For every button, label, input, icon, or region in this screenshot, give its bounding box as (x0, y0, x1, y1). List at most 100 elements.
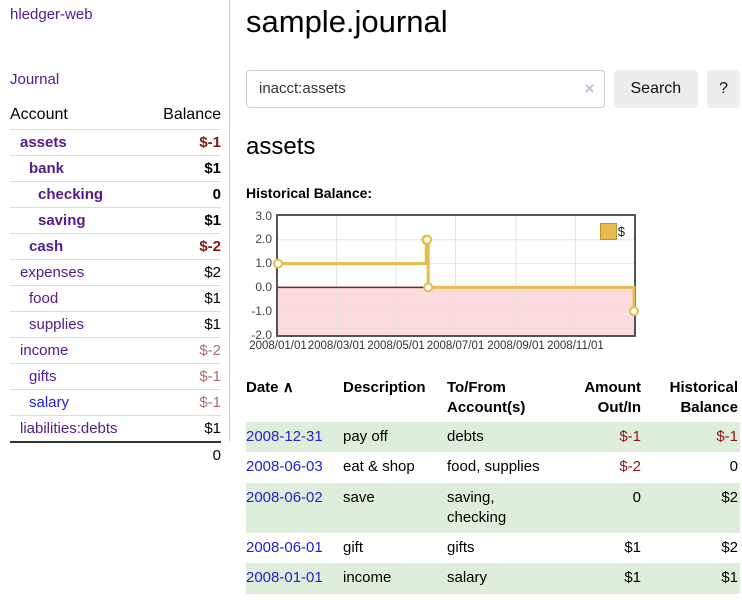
sidebar-item-journal[interactable]: Journal (10, 71, 60, 88)
account-link[interactable]: food (29, 290, 59, 307)
sidebar: hledger-web Journal Account Balance asse… (0, 0, 230, 468)
accounts-table: Account Balance assets $-1 bank $1 checking 0… (10, 103, 221, 468)
total-spacer (10, 441, 148, 468)
app-title-link[interactable]: hledger-web (10, 6, 93, 23)
account-row: bank $1 (10, 155, 221, 182)
transaction-description: eat & shop (343, 458, 415, 476)
account-row: food $1 (10, 285, 221, 312)
x-tick-label: 2008/01/01 (249, 339, 307, 352)
search-input[interactable] (246, 69, 605, 108)
register-row: 2008-06-03 eat & shop food, supplies $-2 0 (246, 452, 740, 482)
search-form: × Search ? (246, 69, 740, 108)
account-link[interactable]: salary (29, 394, 70, 411)
page-title: sample.journal (246, 4, 448, 39)
account-row: liabilities:debts $1 (10, 415, 221, 442)
account-balance: $1 (147, 207, 221, 234)
transaction-description: income (343, 569, 392, 587)
account-link[interactable]: bank (29, 160, 65, 177)
transaction-date-link[interactable]: 2008-06-03 (246, 458, 323, 476)
accounts-total-row: 0 (10, 441, 221, 468)
transaction-balance: $2 (721, 539, 738, 557)
account-link[interactable]: assets (20, 134, 67, 151)
legend-label: $ (617, 223, 625, 239)
transaction-balance: $2 (721, 488, 738, 506)
account-row: saving $1 (10, 207, 221, 234)
register-row: 2008-06-02 save saving, checking 0 $2 (246, 482, 740, 534)
account-balance: 0 (147, 181, 221, 208)
account-balance: $1 (147, 311, 221, 338)
x-tick-label: 2008/03/01 (307, 339, 366, 352)
transaction-accounts: debts (447, 428, 484, 446)
transaction-description: gift (343, 539, 364, 557)
transaction-amount: $1 (624, 569, 641, 587)
transaction-date-link[interactable]: 2008-01-01 (246, 569, 323, 587)
account-row: gifts $-1 (10, 363, 221, 390)
transaction-balance: $1 (721, 569, 738, 587)
transaction-date-link[interactable]: 2008-06-01 (246, 539, 323, 557)
y-tick-label: 2.0 (255, 232, 272, 247)
account-balance: $1 (147, 285, 221, 312)
x-tick-label: 2008/11/01 (547, 339, 604, 352)
account-row: expenses $2 (10, 259, 221, 286)
balance-chart: 3.0 2.0 1.0 0.0 -1.0 -2.0 $ 2008/01/01 2008/03… (246, 209, 646, 357)
transaction-accounts: saving, checking (447, 488, 507, 526)
sort-asc-icon: ∧ (282, 378, 294, 396)
account-balance: $-2 (147, 233, 221, 260)
account-link[interactable]: checking (38, 186, 104, 203)
account-row: salary $-1 (10, 389, 221, 416)
transaction-amount: $-1 (619, 428, 641, 446)
account-row: cash $-2 (10, 233, 221, 260)
account-balance: $2 (147, 259, 221, 286)
y-tick-label: -1.0 (251, 303, 272, 318)
transaction-accounts: salary (447, 569, 488, 587)
total-balance: 0 (147, 441, 221, 468)
balance-column-header: Balance (163, 106, 221, 123)
balance-column-header: Historical Balance (669, 378, 738, 416)
search-button[interactable]: Search (613, 69, 699, 108)
transaction-description: pay off (343, 428, 388, 446)
register-row: 2008-06-01 gift gifts $1 $2 (246, 533, 740, 563)
amount-column-header: Amount Out/In (584, 378, 641, 416)
account-link[interactable]: supplies (29, 316, 85, 333)
register-header-row: Date ∧ Description To/From Account(s) Am… (246, 376, 740, 423)
account-link[interactable]: saving (38, 212, 86, 229)
account-balance: $1 (147, 155, 221, 182)
account-balance: $-1 (147, 389, 221, 416)
transaction-date-link[interactable]: 2008-12-31 (246, 428, 323, 446)
description-column-header: Description (343, 378, 426, 396)
x-tick-label: 2008/09/01 (487, 339, 545, 352)
account-row: checking 0 (10, 181, 221, 208)
transaction-amount: 0 (632, 488, 641, 506)
account-link[interactable]: income (20, 342, 69, 359)
account-link[interactable]: liabilities:debts (20, 420, 118, 437)
account-link[interactable]: expenses (20, 264, 85, 281)
clear-search-icon[interactable]: × (584, 78, 595, 98)
x-tick-label: 2008/07/01 (426, 339, 485, 352)
main-content: sample.journal × Search ? assets Histori… (230, 0, 742, 604)
transaction-amount: $-2 (619, 458, 641, 476)
y-tick-label: -2.0 (251, 327, 272, 342)
chart-svg (273, 215, 639, 335)
account-title: assets (246, 132, 316, 160)
date-column-header[interactable]: Date ∧ (246, 378, 294, 396)
chart-legend: $ (599, 222, 625, 240)
chart-label: Historical Balance: (246, 184, 373, 201)
transaction-accounts: food, supplies (447, 458, 540, 476)
transaction-accounts: gifts (447, 539, 475, 557)
legend-swatch-icon (599, 222, 617, 240)
account-balance: $-1 (147, 129, 221, 156)
y-tick-label: 1.0 (255, 256, 272, 271)
transaction-date-link[interactable]: 2008-06-02 (246, 488, 323, 506)
y-tick-label: 3.0 (255, 208, 272, 223)
transaction-amount: $1 (624, 539, 641, 557)
accounts-column-header: To/From Account(s) (447, 378, 526, 416)
search-help-button[interactable]: ? (707, 69, 740, 108)
account-link[interactable]: gifts (29, 368, 57, 385)
register-row: 2008-12-31 pay off debts $-1 $-1 (246, 422, 740, 453)
account-balance: $-2 (147, 337, 221, 364)
chart-plot-area: $ (273, 213, 639, 337)
account-link[interactable]: cash (29, 238, 64, 255)
x-tick-label: 2008/05/01 (367, 339, 425, 352)
account-balance: $-1 (147, 363, 221, 390)
